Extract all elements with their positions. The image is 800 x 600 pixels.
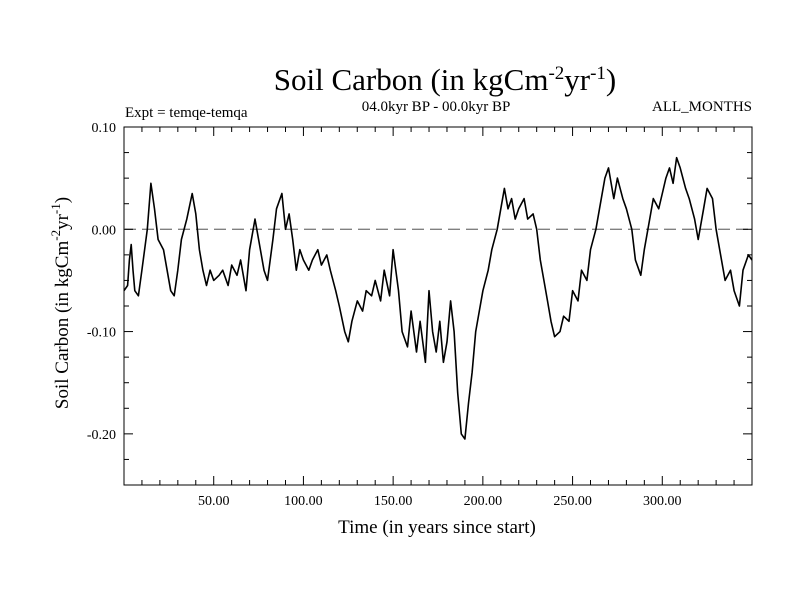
y-tick-label: -0.20 — [87, 428, 116, 443]
x-axis-label: Time (in years since start) — [338, 517, 536, 538]
x-tick-label: 200.00 — [464, 494, 503, 509]
period-label: 04.0kyr BP - 00.0kyr BP — [362, 99, 511, 115]
y-tick-label: -0.10 — [87, 326, 116, 341]
y-tick-label: 0.10 — [92, 121, 117, 136]
series-line-soil-carbon — [123, 156, 753, 440]
chart-title: Soil Carbon (in kgCm-2yr-1) — [274, 62, 617, 97]
months-label: ALL_MONTHS — [652, 99, 752, 115]
x-tick-label: 50.00 — [198, 494, 230, 509]
y-tick-label: 0.00 — [92, 223, 117, 238]
x-tick-label: 150.00 — [374, 494, 413, 509]
x-tick-label: 100.00 — [284, 494, 323, 509]
x-tick-label: 300.00 — [643, 494, 682, 509]
axis-tick-labels: 50.00 100.00 150.00 200.00 250.00 300.00 0.10 0… — [87, 121, 682, 509]
axis-ticks — [124, 126, 752, 486]
x-tick-label: 250.00 — [553, 494, 592, 509]
experiment-label: Expt = temqe-temqa — [125, 105, 248, 121]
plot-frame — [123, 126, 753, 486]
y-axis-label: Soil Carbon (in kgCm-2yr-1) — [48, 197, 73, 409]
